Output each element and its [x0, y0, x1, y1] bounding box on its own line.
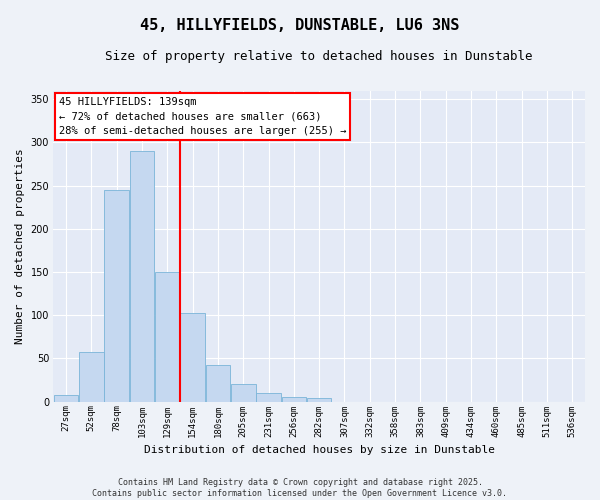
X-axis label: Distribution of detached houses by size in Dunstable: Distribution of detached houses by size …	[143, 445, 494, 455]
Bar	[307, 398, 331, 402]
Text: 45, HILLYFIELDS, DUNSTABLE, LU6 3NS: 45, HILLYFIELDS, DUNSTABLE, LU6 3NS	[140, 18, 460, 32]
Text: Contains HM Land Registry data © Crown copyright and database right 2025.
Contai: Contains HM Land Registry data © Crown c…	[92, 478, 508, 498]
Bar	[54, 394, 78, 402]
Bar	[206, 366, 230, 402]
Bar	[281, 398, 306, 402]
Bar	[256, 393, 281, 402]
Bar	[231, 384, 256, 402]
Text: 45 HILLYFIELDS: 139sqm
← 72% of detached houses are smaller (663)
28% of semi-de: 45 HILLYFIELDS: 139sqm ← 72% of detached…	[59, 97, 346, 136]
Bar	[181, 312, 205, 402]
Bar	[155, 272, 179, 402]
Bar	[104, 190, 129, 402]
Y-axis label: Number of detached properties: Number of detached properties	[15, 148, 25, 344]
Bar	[130, 151, 154, 402]
Bar	[79, 352, 104, 402]
Title: Size of property relative to detached houses in Dunstable: Size of property relative to detached ho…	[106, 50, 533, 63]
